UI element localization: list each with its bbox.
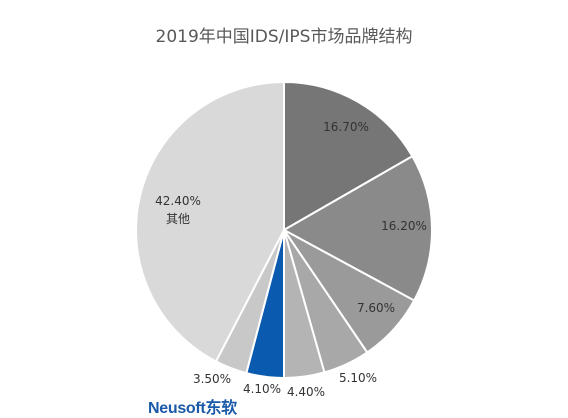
pie-slice-2	[281, 154, 433, 302]
slice-value-label-6: 4.10%	[243, 382, 281, 396]
slice-value-label-5: 4.40%	[287, 385, 325, 399]
pie-slices	[135, 80, 433, 380]
slice-value-label-2: 16.20%	[381, 219, 427, 233]
pie-slice-1	[283, 80, 414, 232]
neusoft-logo: Neusoft东软	[148, 400, 237, 417]
slice-category-label-8: 其他	[166, 212, 190, 226]
pie-slice-8	[135, 80, 285, 363]
slice-value-label-8: 42.40%	[155, 194, 201, 208]
chart-title: 2019年中国IDS/IPS市场品牌结构	[155, 27, 413, 47]
slice-value-label-7: 3.50%	[193, 372, 231, 386]
pie-labels: 16.70% 16.20% 7.60% 5.10% 4.40% 4.10% 3.50% 42.…	[155, 120, 427, 399]
slice-value-label-4: 5.10%	[339, 371, 377, 385]
slice-value-label-1: 16.70%	[323, 120, 369, 134]
slice-value-label-3: 7.60%	[357, 301, 395, 315]
